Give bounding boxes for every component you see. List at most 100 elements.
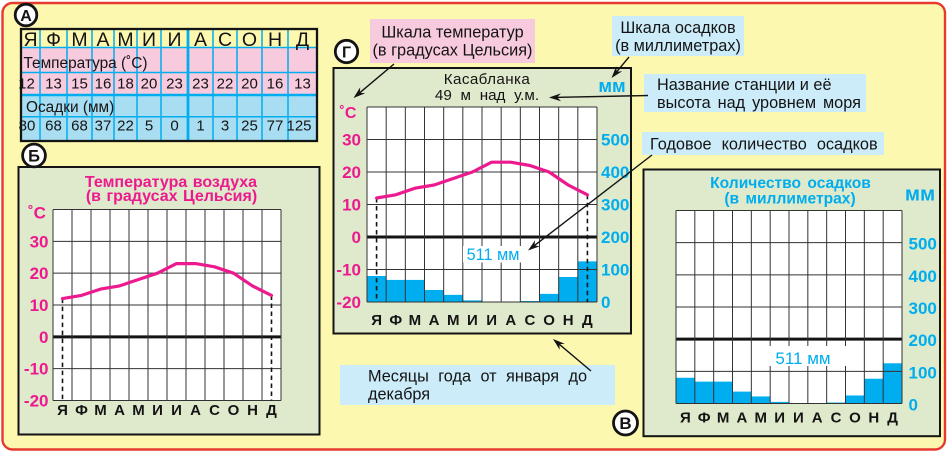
svg-text:Г: Г (342, 44, 351, 61)
svg-text:В: В (619, 414, 631, 433)
svg-text:10: 10 (342, 196, 361, 215)
svg-text:22: 22 (117, 118, 134, 135)
svg-text:37: 37 (95, 118, 112, 135)
svg-text:200: 200 (601, 228, 629, 247)
svg-text:20: 20 (342, 163, 361, 182)
svg-text:М: М (132, 402, 145, 419)
svg-text:А: А (194, 29, 207, 51)
svg-text:Н: Н (268, 29, 282, 51)
svg-text:400: 400 (601, 163, 629, 182)
svg-text:О: О (228, 402, 240, 419)
svg-text:10: 10 (30, 296, 49, 315)
svg-text:-20: -20 (24, 392, 49, 411)
svg-text:77: 77 (267, 118, 284, 135)
svg-text:18: 18 (117, 76, 134, 93)
svg-text:декабря: декабря (368, 386, 430, 404)
svg-text:М: М (71, 29, 87, 51)
svg-text:12: 12 (18, 76, 35, 93)
svg-text:Температура воздуха: Температура воздуха (85, 174, 257, 191)
svg-text:100: 100 (909, 363, 937, 382)
svg-text:0: 0 (601, 293, 610, 312)
svg-text:Ф: Ф (75, 402, 88, 419)
svg-text:Шкала температур: Шкала температур (381, 24, 523, 42)
svg-text:68: 68 (71, 118, 88, 135)
svg-text:20: 20 (30, 264, 49, 283)
svg-text:23: 23 (166, 76, 183, 93)
svg-text:Название станции и её: Название станции и её (657, 76, 832, 94)
svg-text:Д: Д (296, 29, 309, 51)
svg-text:23: 23 (192, 76, 209, 93)
svg-text:А: А (190, 402, 201, 419)
svg-text:Н: Н (868, 410, 879, 427)
svg-text:А: А (736, 410, 747, 427)
svg-text:15: 15 (71, 76, 88, 93)
svg-text:И: И (774, 410, 785, 427)
svg-text:Количество осадков: Количество осадков (710, 175, 871, 192)
svg-text:100: 100 (601, 261, 629, 280)
svg-text:13: 13 (45, 76, 62, 93)
svg-text:30: 30 (342, 131, 361, 150)
svg-text:-10: -10 (24, 360, 49, 379)
svg-text:О: О (242, 29, 257, 51)
svg-text:О: О (543, 312, 555, 329)
svg-text:Н: Н (247, 402, 258, 419)
svg-text:С: С (524, 312, 535, 329)
svg-text:300: 300 (601, 196, 629, 215)
svg-text:М: М (447, 312, 460, 329)
svg-text:Б: Б (28, 147, 40, 165)
svg-text:400: 400 (909, 267, 937, 286)
svg-text:А: А (114, 402, 125, 419)
svg-text:20: 20 (141, 76, 158, 93)
svg-text:Температура (˚С): Температура (˚С) (24, 55, 148, 72)
svg-text:0: 0 (352, 228, 361, 247)
svg-text:200: 200 (909, 331, 937, 350)
svg-text:Годовое количество осадков: Годовое количество осадков (650, 136, 878, 154)
svg-text:22: 22 (217, 76, 234, 93)
svg-text:С: С (209, 402, 220, 419)
svg-text:О: О (849, 410, 861, 427)
svg-text:300: 300 (909, 299, 937, 318)
svg-text:А: А (812, 410, 823, 427)
svg-text:500: 500 (601, 131, 629, 150)
svg-text:(в миллиметрах): (в миллиметрах) (724, 191, 855, 208)
svg-text:Д: Д (582, 312, 593, 329)
svg-text:(в градусах Цельсия): (в градусах Цельсия) (86, 188, 257, 205)
svg-text:Д: Д (266, 402, 277, 419)
svg-text:20: 20 (241, 76, 258, 93)
svg-text:511 мм: 511 мм (775, 349, 830, 368)
svg-text:-20: -20 (336, 293, 361, 312)
svg-text:˚C: ˚C (28, 204, 46, 223)
svg-text:511 мм: 511 мм (467, 246, 520, 264)
svg-text:Я: Я (57, 402, 68, 419)
svg-text:А: А (505, 312, 516, 329)
svg-text:Ф: Ф (389, 312, 402, 329)
svg-text:М: М (717, 410, 730, 427)
svg-text:25: 25 (241, 118, 258, 135)
svg-text:С: С (831, 410, 842, 427)
svg-text:Я: Я (371, 312, 382, 329)
svg-text:Ф: Ф (46, 29, 61, 51)
svg-text:И: И (171, 402, 182, 419)
svg-text:16: 16 (267, 76, 284, 93)
svg-text:И: И (167, 29, 181, 51)
svg-text:мм: мм (598, 75, 625, 96)
svg-text:13: 13 (294, 76, 311, 93)
svg-text:30: 30 (30, 232, 49, 251)
svg-text:0: 0 (39, 328, 48, 347)
svg-text:0: 0 (909, 396, 918, 415)
svg-text:Шкала осадков: Шкала осадков (620, 19, 735, 37)
svg-text:И: И (152, 402, 163, 419)
svg-text:Касабланка: Касабланка (444, 71, 531, 88)
svg-text:высота над уровнем моря: высота над уровнем моря (657, 94, 861, 112)
svg-text:1: 1 (196, 118, 204, 135)
svg-text:0: 0 (170, 118, 178, 135)
svg-text:И: И (142, 29, 156, 51)
svg-text:А: А (96, 29, 109, 51)
svg-text:М: М (117, 29, 133, 51)
svg-text:мм: мм (905, 183, 935, 206)
svg-text:И: И (486, 312, 497, 329)
svg-text:А: А (429, 312, 440, 329)
svg-text:Осадки (мм): Осадки (мм) (26, 99, 114, 116)
svg-text:Ф: Ф (698, 410, 711, 427)
svg-text:Я: Я (23, 29, 37, 51)
